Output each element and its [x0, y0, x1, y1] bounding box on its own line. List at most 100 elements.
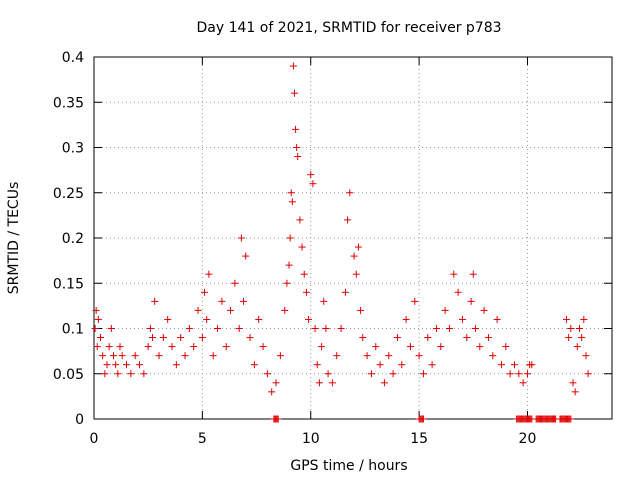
y-tick-label: 0.35 [53, 95, 84, 111]
data-point [235, 325, 243, 332]
data-point [372, 343, 380, 351]
data-point [222, 343, 230, 351]
data-point [112, 361, 120, 369]
data-point [445, 325, 453, 332]
data-point [201, 288, 209, 296]
data-point [127, 370, 135, 378]
data-point [313, 361, 321, 369]
data-point [463, 334, 471, 342]
data-point [510, 361, 518, 369]
data-point [376, 361, 384, 369]
data-point [268, 388, 276, 396]
data-point [480, 306, 488, 314]
data-point [411, 297, 419, 305]
x-tick-label: 5 [198, 431, 207, 447]
data-point [242, 252, 250, 260]
data-point [476, 343, 484, 351]
data-point [116, 343, 124, 351]
data-point [149, 334, 157, 342]
data-point [146, 325, 154, 332]
data-point [177, 334, 185, 342]
x-tick-label: 0 [90, 431, 99, 447]
data-point [240, 297, 248, 305]
data-point [94, 315, 102, 323]
data-point [328, 379, 336, 387]
data-point [293, 144, 301, 151]
data-point [333, 352, 341, 360]
data-point [305, 315, 313, 323]
data-point [467, 297, 475, 305]
data-point [350, 252, 358, 260]
data-point [168, 343, 176, 351]
data-point [359, 334, 367, 342]
data-point [110, 352, 118, 360]
data-point [450, 270, 458, 278]
data-point [101, 370, 109, 378]
data-point [402, 315, 410, 323]
data-point [107, 325, 115, 332]
data-point [250, 361, 258, 369]
data-point [337, 325, 345, 332]
data-point [307, 171, 315, 179]
y-tick-label: 0.15 [53, 276, 84, 292]
data-point [185, 325, 193, 332]
data-point [489, 352, 497, 360]
data-point [419, 370, 427, 378]
data-point [571, 388, 579, 396]
x-axis-label: GPS time / hours [290, 458, 407, 474]
x-tick-label: 20 [519, 431, 537, 447]
data-point [580, 315, 588, 323]
data-point [398, 361, 406, 369]
data-point [283, 279, 291, 287]
data-point [237, 234, 245, 242]
data-point [218, 297, 226, 305]
data-point [296, 216, 304, 224]
data-point [140, 370, 148, 378]
data-point [565, 334, 573, 342]
data-point [91, 325, 99, 332]
data-point [105, 343, 113, 351]
data-point-zero [274, 415, 282, 423]
data-point [300, 270, 308, 278]
data-point [164, 315, 172, 323]
data-point [367, 370, 375, 378]
data-point [93, 343, 101, 351]
chart-title: Day 141 of 2021, SRMTID for receiver p78… [196, 20, 501, 36]
data-point [315, 379, 323, 387]
data-point [484, 334, 492, 342]
gridlines [94, 57, 612, 419]
data-point [519, 379, 527, 387]
data-point [441, 306, 449, 314]
data-point [155, 352, 163, 360]
data-point [263, 370, 271, 378]
data-point [584, 370, 592, 378]
data-point [320, 297, 328, 305]
data-point [567, 325, 575, 332]
data-point [285, 261, 293, 269]
data-point [209, 352, 217, 360]
data-point [294, 153, 302, 161]
data-point [469, 270, 477, 278]
data-point [136, 361, 144, 369]
data-point [363, 352, 371, 360]
data-point [205, 270, 213, 278]
data-point [203, 315, 211, 323]
data-point [341, 288, 349, 296]
data-point [515, 370, 523, 378]
data-point [389, 370, 397, 378]
y-tick-label: 0.05 [53, 367, 84, 383]
data-point [318, 343, 326, 351]
y-tick-label: 0.25 [53, 186, 84, 202]
data-point [144, 343, 152, 351]
data-point [289, 62, 297, 70]
data-point [428, 361, 436, 369]
data-point [118, 352, 126, 360]
x-tick-label: 15 [410, 431, 428, 447]
data-point [198, 334, 206, 342]
data-point [352, 270, 360, 278]
data-point [194, 306, 202, 314]
data-point [406, 343, 414, 351]
data-point [159, 334, 167, 342]
data-point [287, 189, 295, 197]
data-point [255, 315, 263, 323]
